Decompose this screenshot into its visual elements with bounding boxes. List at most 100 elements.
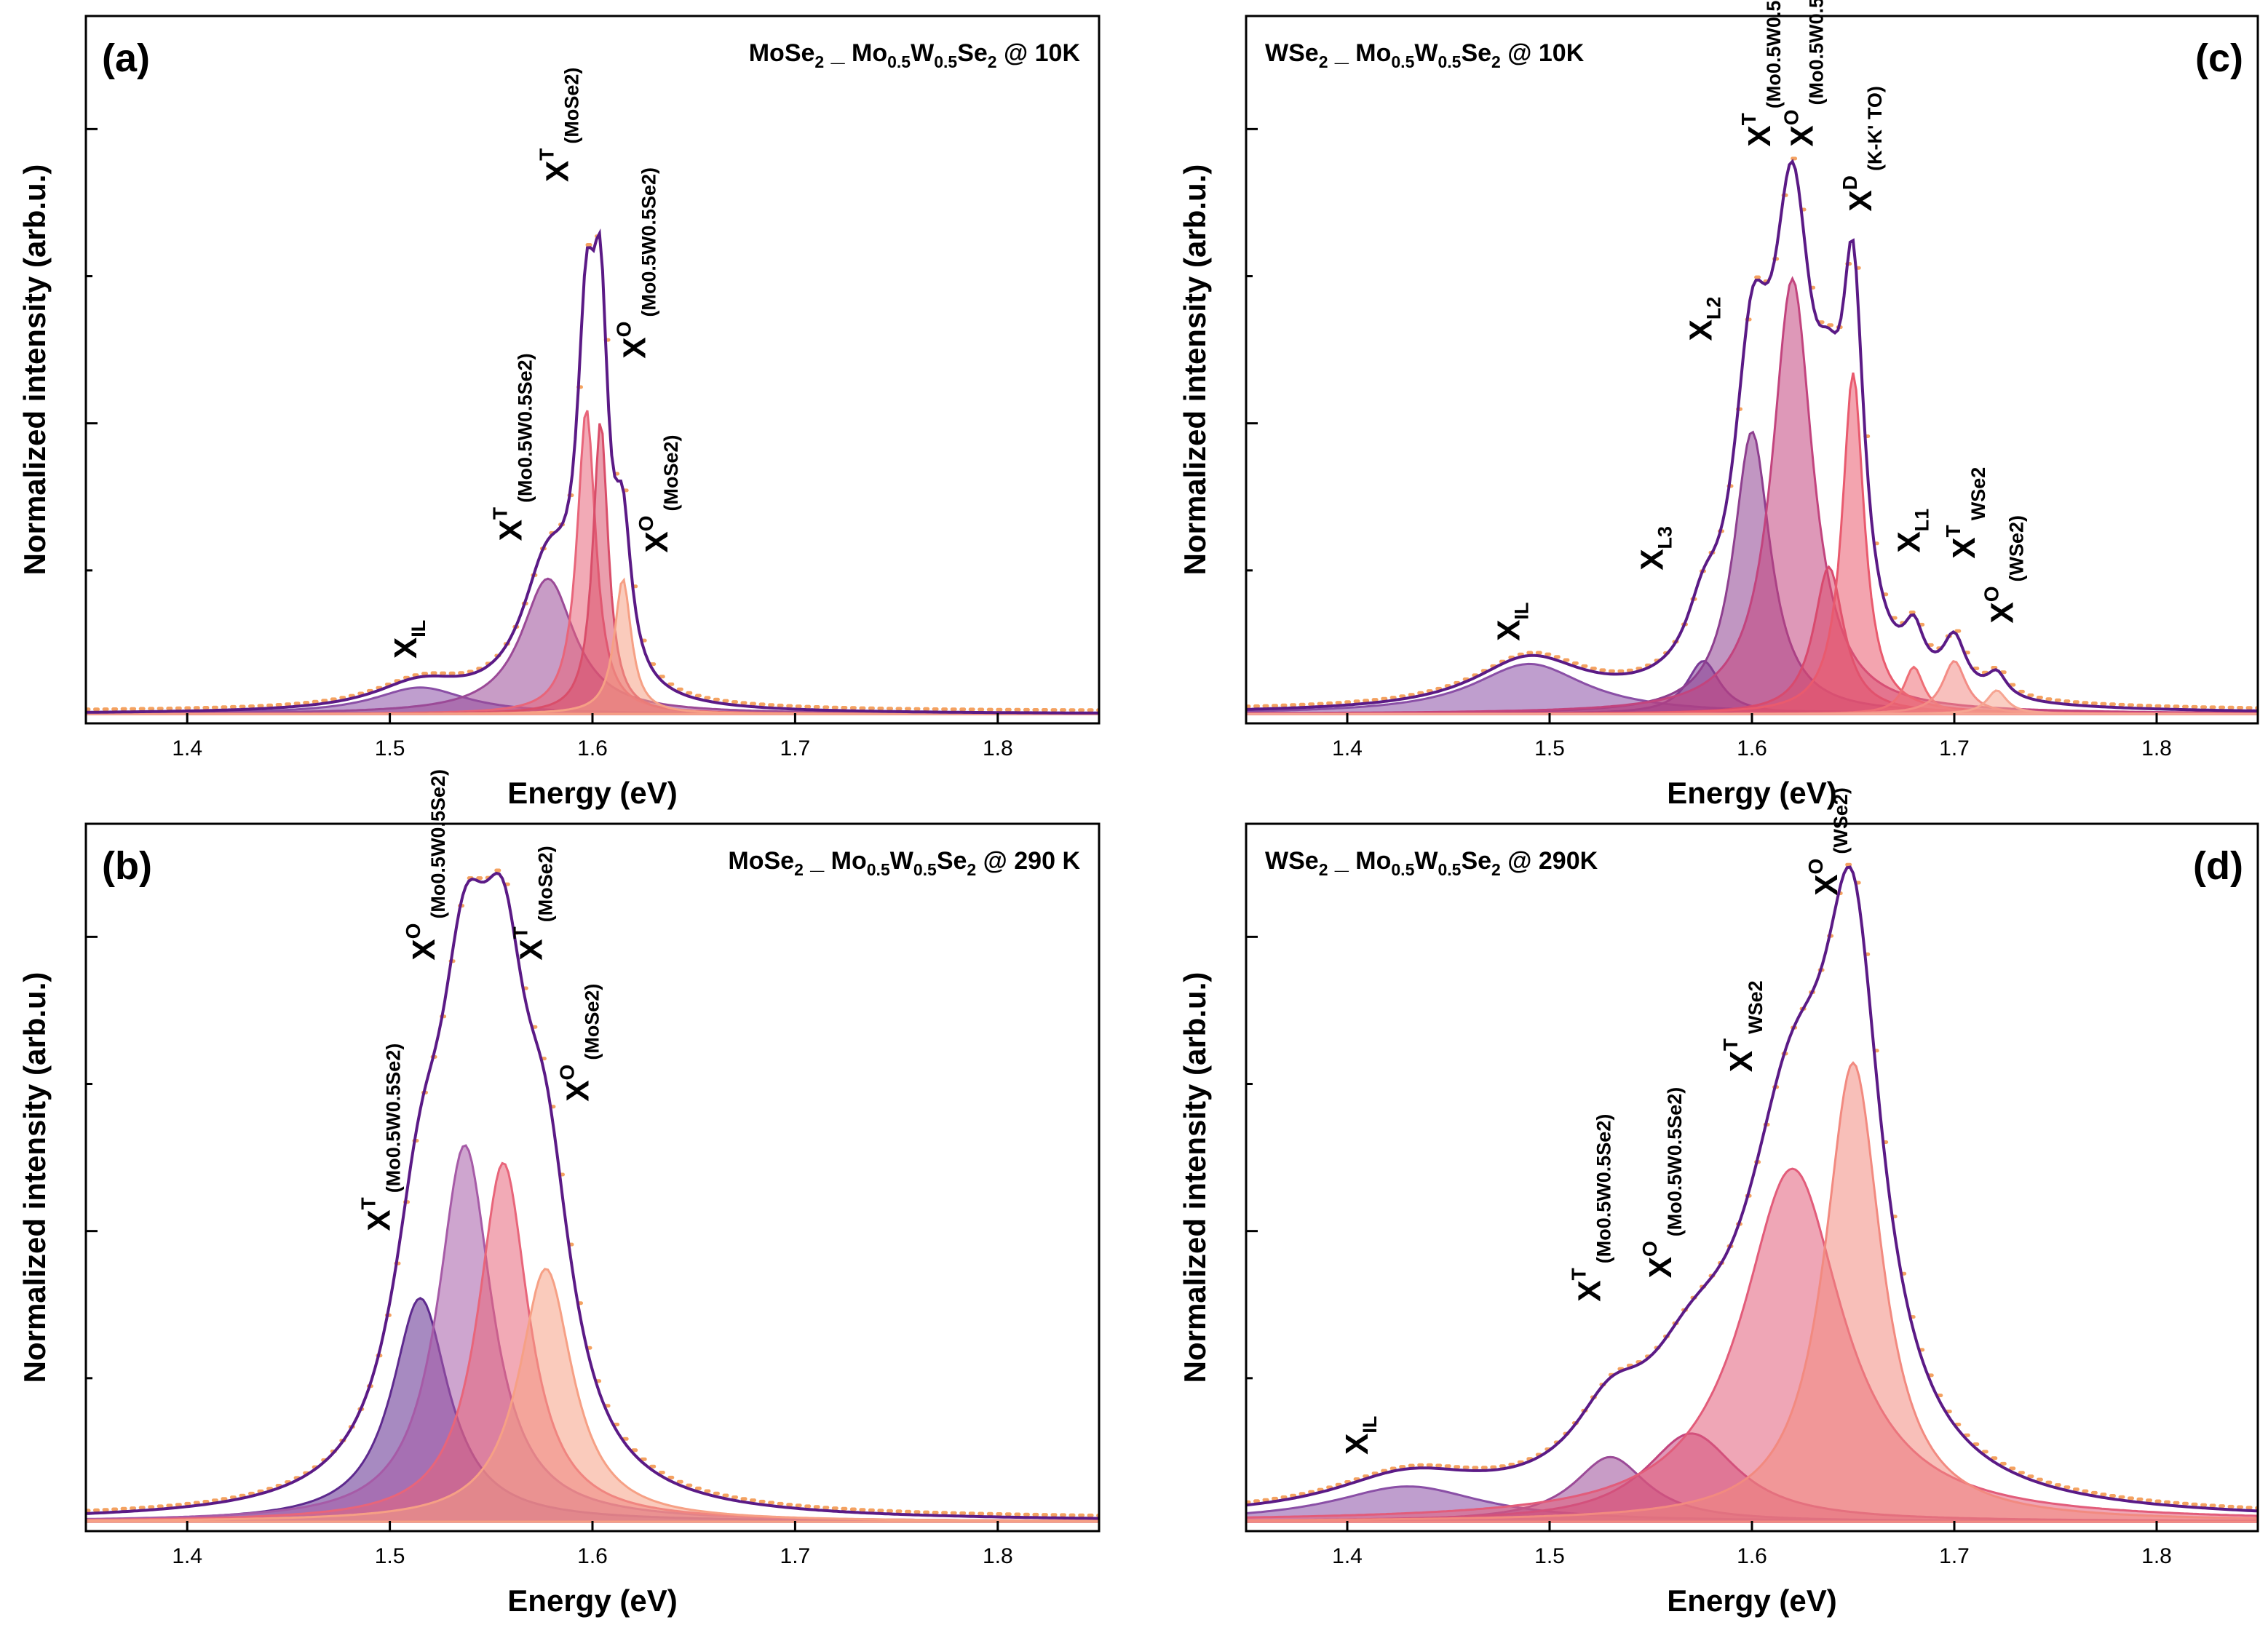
x-tick-label: 1.4 [172,736,202,760]
panel-d: 1.4 1.5 1.6 1.7 1.8 Energy (eV) Normalized int… [1178,787,2259,1618]
y-axis-label: Normalized intensity (arb.u.) [17,972,52,1383]
peak-x-t-mo0-5w0-5se2- [1246,276,2258,715]
peak-annotation: XT(Mo0.5W0.5Se2) [357,1044,405,1231]
svg-text:XT(Mo0.5W0.5Se2): XT(Mo0.5W0.5Se2) [1737,0,1785,147]
peak-annotation: XO(Mo0.5W0.5Se2) [1638,1087,1686,1279]
svg-text:XIL: XIL [388,620,429,659]
peak-annotation: XO(Mo0.5W0.5Se2) [612,167,659,359]
svg-text:XT(MoSe2): XT(MoSe2) [509,846,556,960]
panel-label: (d) [2193,844,2243,888]
x-tick-label: 1.5 [1534,1544,1565,1568]
x-tick-label: 1.8 [2141,1544,2172,1568]
x-tick-label: 1.8 [983,736,1013,760]
y-axis-label: Normalized intensity (arb.u.) [1178,972,1212,1383]
panel-a: 1.4 1.5 1.6 1.7 1.8 Energy (eV) Normalized int… [17,15,1101,810]
plot-frame [84,822,1101,1533]
peak-annotation: XO(WSe2) [1980,515,2028,624]
fit-envelope [86,228,1098,715]
svg-text:XO(MoSe2): XO(MoSe2) [635,434,682,552]
peak-annotation: XTWSe2 [1942,467,1989,559]
panel-b: 1.4 1.5 1.6 1.7 1.8 Energy (eV) Normalized int… [17,769,1101,1618]
y-axis-label: Normalized intensity (arb.u.) [17,164,52,576]
x-axis-label: Energy (eV) [507,776,677,810]
svg-text:XT(MoSe2): XT(MoSe2) [536,68,583,182]
x-tick-label: 1.6 [577,736,608,760]
plot-area [86,868,1099,1523]
peak-annotation: XT(Mo0.5W0.5Se2) [1737,0,1785,147]
svg-text:XL3: XL3 [1635,526,1676,571]
peak-annotation: XIL [1491,603,1532,641]
fit-envelope [1246,159,2257,712]
x-tick-label: 1.8 [983,1544,1013,1568]
peak-annotation: XD(K-K' TO) [1839,86,1886,212]
panel-title: MoSe2 _ Mo0.5W0.5Se2 @ 290 K [728,847,1080,879]
panel-label: (c) [2195,36,2243,80]
x-tick-label: 1.8 [2141,736,2172,760]
peak-annotation: XT(Mo0.5W0.5Se2) [1568,1114,1615,1302]
fit-envelope [1246,865,2257,1513]
peak-x-o-wse2- [1246,1061,2258,1523]
peak-annotation: XT(Mo0.5W0.5Se2) [489,353,536,541]
x-tick-label: 1.7 [780,736,811,760]
panel-title: MoSe2 _ Mo0.5W0.5Se2 @ 10K [749,39,1081,71]
svg-text:XIL: XIL [1491,603,1532,641]
svg-text:XO(WSe2): XO(WSe2) [1980,515,2028,624]
svg-text:XTWSe2: XTWSe2 [1719,980,1767,1072]
x-tick-label: 1.7 [1939,736,1970,760]
x-axis-label: Energy (eV) [1667,776,1836,810]
fit-envelope [86,871,1098,1520]
peak-annotation: XL1 [1892,509,1933,553]
svg-text:XO(MoSe2): XO(MoSe2) [555,984,603,1102]
x-tick-label: 1.5 [375,1544,405,1568]
svg-text:XT(Mo0.5W0.5Se2): XT(Mo0.5W0.5Se2) [489,353,536,541]
svg-text:XO(Mo0.5W0.5Se2): XO(Mo0.5W0.5Se2) [612,167,659,359]
x-tick-label: 1.5 [1534,736,1565,760]
x-tick-label: 1.5 [375,736,405,760]
panel-title: WSe2 _ Mo0.5W0.5Se2 @ 10K [1265,39,1585,71]
panel-label: (b) [102,844,152,888]
peak-annotation: XO(WSe2) [1804,787,1852,896]
svg-text:XIL: XIL [1339,1416,1381,1455]
plot-area [1246,862,2258,1523]
x-tick-label: 1.7 [780,1544,811,1568]
x-tick-label: 1.4 [1332,736,1363,760]
svg-text:XO(Mo0.5W0.5Se2): XO(Mo0.5W0.5Se2) [1638,1087,1686,1279]
x-axis-label: Energy (eV) [507,1584,677,1618]
peak-annotation: XIL [388,620,429,659]
peak-annotation: XTWSe2 [1719,980,1767,1072]
peak-annotation: XT(MoSe2) [536,68,583,182]
svg-text:XD(K-K' TO): XD(K-K' TO) [1839,86,1886,212]
plot-area [86,228,1099,715]
x-tick-label: 1.7 [1939,1544,1970,1568]
peak-x-t-wse2 [1246,1167,2258,1523]
svg-text:XL2: XL2 [1683,297,1724,341]
peak-x-o-mose2- [86,577,1098,715]
svg-text:XT(Mo0.5W0.5Se2): XT(Mo0.5W0.5Se2) [357,1044,405,1231]
svg-text:XO(Mo0.5W0.5Se2): XO(Mo0.5W0.5Se2) [402,769,449,961]
peak-annotation: XO(Mo0.5W0.5Se2) [402,769,449,961]
peak-annotation: XT(MoSe2) [509,846,556,960]
svg-text:XT(Mo0.5W0.5Se2): XT(Mo0.5W0.5Se2) [1568,1114,1615,1302]
svg-text:XO(Mo0.5W0.5Se2): XO(Mo0.5W0.5Se2) [1780,0,1827,147]
peak-annotation: XO(MoSe2) [635,434,682,552]
x-tick-label: 1.6 [577,1544,608,1568]
svg-text:XTWSe2: XTWSe2 [1942,467,1989,559]
peak-annotation: XL2 [1683,297,1724,341]
x-tick-label: 1.6 [1737,736,1767,760]
peak-annotation: XO(MoSe2) [555,984,603,1102]
plot-area [1246,156,2258,715]
x-tick-label: 1.4 [1332,1544,1363,1568]
experimental-data [86,868,1099,1517]
peak-x-o-mose2- [86,1268,1099,1523]
svg-text:XO(WSe2): XO(WSe2) [1804,787,1852,896]
panel-c: 1.4 1.5 1.6 1.7 1.8 Energy (eV) Normalized int… [1178,0,2259,810]
panel-label: (a) [102,36,150,80]
peak-annotation: XO(Mo0.5W0.5Se2) [1780,0,1827,147]
x-axis-label: Energy (eV) [1667,1584,1836,1618]
peak-annotation: XL3 [1635,526,1676,571]
panel-title: WSe2 _ Mo0.5W0.5Se2 @ 290K [1265,847,1598,879]
peak-annotation: XIL [1339,1416,1381,1455]
y-axis-label: Normalized intensity (arb.u.) [1178,164,1212,576]
x-tick-label: 1.6 [1737,1544,1767,1568]
